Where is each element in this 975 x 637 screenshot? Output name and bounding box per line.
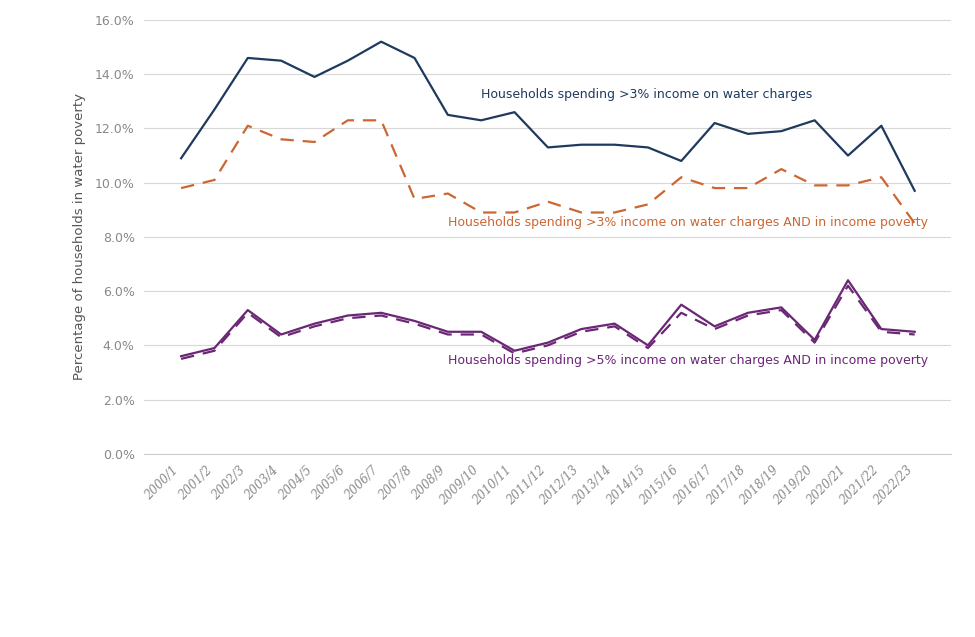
Text: Households spending >3% income on water charges AND in income poverty: Households spending >3% income on water … [448,216,928,229]
Y-axis label: Percentage of households in water poverty: Percentage of households in water povert… [73,94,87,380]
Text: Households spending >3% income on water charges: Households spending >3% income on water … [482,89,812,101]
Text: Households spending >5% income on water charges AND in income poverty: Households spending >5% income on water … [448,354,928,367]
